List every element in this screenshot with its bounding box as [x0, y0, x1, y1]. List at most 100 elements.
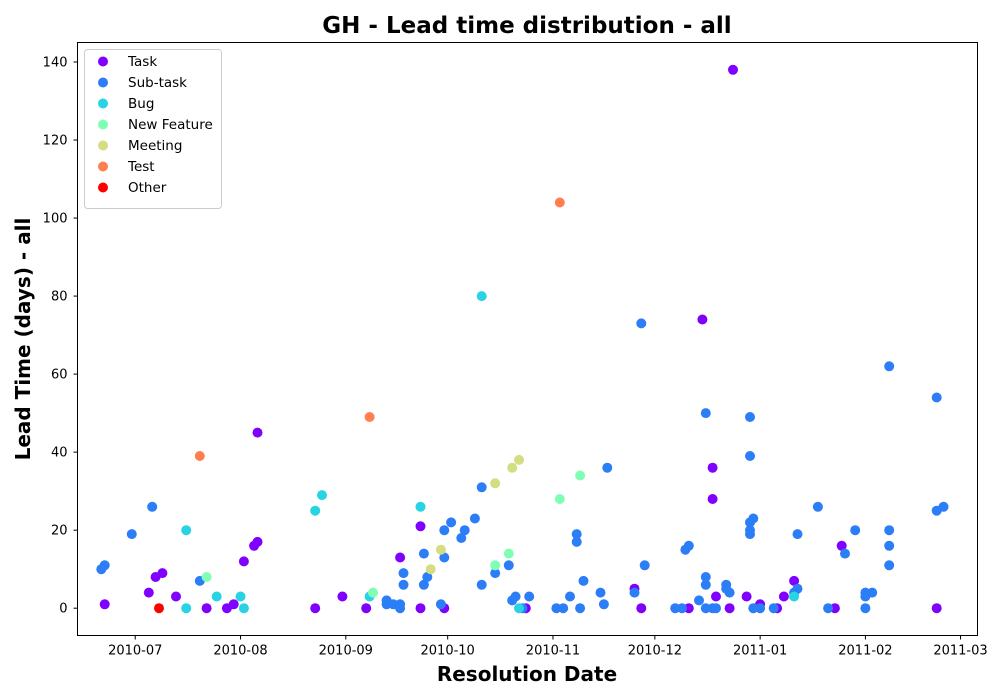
data-point: [415, 603, 426, 614]
data-point: [364, 412, 375, 422]
legend-marker: [98, 119, 108, 130]
series-new-feature: [201, 470, 586, 598]
data-point: [792, 583, 803, 594]
legend-item: Sub-task: [98, 75, 187, 91]
x-axis-label: Resolution Date: [437, 662, 617, 686]
y-tick-label: 120: [43, 134, 68, 149]
x-tick-label: 2010-08: [213, 644, 267, 659]
data-point: [99, 560, 110, 571]
data-point: [823, 603, 834, 614]
data-point: [639, 560, 650, 571]
data-point: [636, 318, 647, 329]
data-point: [598, 599, 609, 610]
data-point: [745, 451, 755, 461]
data-point: [524, 591, 535, 602]
data-point: [724, 587, 735, 598]
data-point: [697, 314, 708, 325]
data-point: [792, 529, 803, 540]
data-point: [728, 64, 738, 75]
data-point: [181, 525, 192, 536]
data-point: [425, 564, 436, 575]
data-point: [395, 552, 406, 563]
x-tick-label: 2011-02: [838, 644, 892, 659]
data-point: [602, 462, 613, 473]
data-point: [252, 427, 263, 438]
data-point: [836, 540, 847, 551]
x-tick-label: 2010-10: [421, 644, 475, 659]
y-axis: 0 20 40 60 80 100 120 140: [43, 56, 78, 617]
data-point: [707, 462, 718, 473]
data-point: [337, 591, 348, 602]
data-point: [860, 603, 871, 614]
data-point: [398, 579, 409, 590]
data-point: [171, 591, 181, 602]
data-point: [503, 548, 514, 559]
x-tick-label: 2010-07: [108, 644, 162, 659]
data-point: [745, 412, 755, 422]
data-point: [456, 533, 467, 543]
data-point: [507, 462, 518, 473]
data-point: [490, 478, 501, 489]
legend-item: Task: [98, 54, 157, 70]
legend-marker: [98, 98, 108, 109]
data-point: [711, 603, 721, 614]
data-point: [510, 591, 521, 602]
data-point: [435, 599, 446, 610]
data-point: [700, 579, 711, 590]
legend-label: Other: [128, 180, 167, 196]
series-other: [154, 603, 164, 614]
data-point: [490, 568, 501, 579]
legend-label: Test: [127, 159, 155, 175]
data-point: [201, 603, 212, 614]
data-point: [700, 572, 711, 582]
data-point: [201, 572, 212, 582]
data-point: [700, 408, 711, 419]
data-point: [238, 556, 249, 567]
legend-label: Sub-task: [128, 75, 187, 91]
data-point: [595, 587, 606, 598]
data-point: [435, 544, 446, 555]
data-point: [755, 603, 766, 614]
data-point: [439, 552, 450, 563]
y-tick-label: 140: [43, 56, 68, 71]
data-point: [446, 517, 457, 528]
data-point: [147, 501, 158, 512]
legend-marker: [98, 140, 108, 151]
x-tick-label: 2010-12: [628, 644, 682, 659]
data-point: [931, 603, 942, 614]
data-point: [884, 560, 895, 571]
y-tick-label: 0: [59, 602, 67, 617]
data-point: [636, 603, 647, 614]
data-point: [741, 591, 752, 602]
data-point: [840, 548, 850, 559]
y-axis-label: Lead Time (days) - all: [11, 218, 35, 461]
data-point: [768, 603, 779, 614]
x-tick-label: 2010-09: [319, 644, 373, 659]
data-point: [812, 501, 823, 512]
y-tick-label: 80: [51, 290, 68, 305]
legend-label: Bug: [128, 96, 154, 112]
legend-box: [84, 49, 222, 209]
data-point: [938, 501, 949, 512]
data-point: [884, 361, 895, 372]
series-meeting: [425, 454, 524, 575]
data-point: [154, 603, 164, 614]
data-point: [238, 603, 249, 614]
legend-item: Other: [98, 180, 167, 196]
data-point: [476, 579, 487, 590]
data-point: [575, 603, 586, 614]
data-point: [157, 568, 168, 579]
plot-frame: [77, 42, 978, 636]
legend-item: Meeting: [98, 138, 182, 154]
data-point: [707, 494, 718, 504]
data-point: [931, 392, 942, 403]
data-point: [181, 603, 192, 614]
data-point: [310, 603, 321, 614]
legend-marker: [98, 77, 108, 88]
legend: Task Sub-task Bug New Feature Meeting Test Oth…: [84, 49, 222, 209]
data-point: [398, 568, 409, 579]
data-point: [211, 591, 222, 602]
legend-label: Meeting: [128, 138, 182, 154]
data-point: [514, 603, 524, 614]
